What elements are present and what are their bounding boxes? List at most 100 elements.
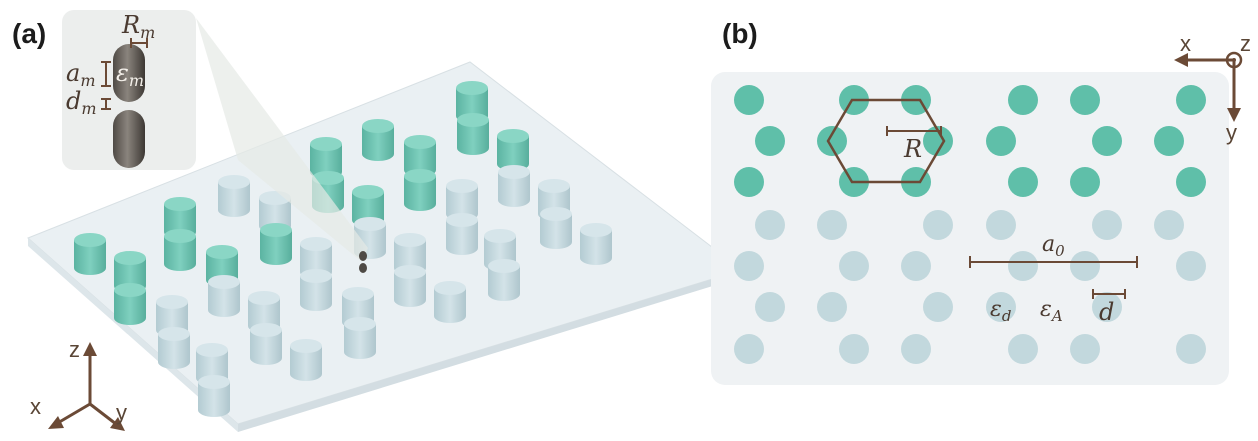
lightblue-hole bbox=[986, 292, 1016, 322]
pillar-array bbox=[74, 81, 612, 417]
teal-hole bbox=[986, 126, 1016, 156]
teal-hole bbox=[734, 85, 764, 115]
teal-pillar bbox=[404, 135, 436, 177]
unit-cell-hexagon bbox=[826, 98, 946, 184]
teal-hole bbox=[1092, 126, 1122, 156]
lightblue-pillar bbox=[446, 213, 478, 255]
rm-marker bbox=[130, 38, 148, 48]
axis-x-label-a: x bbox=[30, 394, 41, 419]
slab-edge-right bbox=[238, 270, 742, 432]
panel-b: R a0 d εd εA bbox=[711, 31, 1251, 385]
lightblue-pillar bbox=[344, 317, 376, 359]
lightblue-hole bbox=[1008, 334, 1038, 364]
teal-pillar bbox=[457, 113, 489, 155]
lightblue-pillar bbox=[488, 259, 520, 301]
lightblue-hole bbox=[1008, 251, 1038, 281]
teal-pillar bbox=[74, 233, 106, 275]
lightblue-hole bbox=[923, 292, 953, 322]
am-marker bbox=[101, 61, 111, 87]
teal-hole bbox=[1176, 167, 1206, 197]
lightblue-hole bbox=[901, 251, 931, 281]
lightblue-hole bbox=[755, 292, 785, 322]
capsule-bottom bbox=[113, 110, 145, 168]
teal-hole bbox=[923, 126, 953, 156]
dm-marker bbox=[101, 98, 111, 110]
dimer-marker bbox=[359, 251, 367, 273]
panel-a-label: (a) bbox=[12, 18, 47, 49]
lightblue-hole bbox=[1176, 334, 1206, 364]
lightblue-hole bbox=[1092, 210, 1122, 240]
lightblue-pillar bbox=[446, 179, 478, 221]
teal-hole bbox=[755, 126, 785, 156]
lightblue-hole bbox=[1092, 292, 1122, 322]
panel-a: Rm am εm dm z x bbox=[27, 10, 744, 432]
lightblue-pillar bbox=[250, 323, 282, 365]
lightblue-hole bbox=[1070, 251, 1100, 281]
magnifier-cone bbox=[196, 18, 368, 262]
lightblue-pillar bbox=[498, 165, 530, 207]
teal-pillar bbox=[497, 129, 529, 171]
lightblue-hole bbox=[839, 251, 869, 281]
axis-z-label-b: z bbox=[1240, 31, 1251, 56]
lightblue-pillar bbox=[208, 275, 240, 317]
d-label: d bbox=[1099, 298, 1114, 326]
epsilon-d-label: εd bbox=[990, 297, 1011, 325]
d-marker bbox=[1092, 289, 1126, 299]
am-label: am bbox=[66, 59, 95, 90]
axis-y-label-b: y bbox=[1226, 120, 1237, 145]
lightblue-pillar bbox=[156, 295, 188, 337]
teal-hole bbox=[1070, 167, 1100, 197]
lightblue-hole bbox=[755, 210, 785, 240]
lightblue-pillar bbox=[540, 207, 572, 249]
lightblue-pillar bbox=[290, 339, 322, 381]
teal-pillar bbox=[114, 283, 146, 325]
teal-pillar bbox=[260, 223, 292, 265]
lightblue-hole bbox=[839, 334, 869, 364]
teal-pillar bbox=[164, 229, 196, 271]
teal-hole bbox=[1070, 85, 1100, 115]
lightblue-hole bbox=[1154, 210, 1184, 240]
teal-hole bbox=[1154, 126, 1184, 156]
lightblue-pillar bbox=[434, 281, 466, 323]
dm-label: dm bbox=[66, 87, 97, 118]
lightblue-hole bbox=[923, 210, 953, 240]
teal-hole bbox=[734, 167, 764, 197]
axis-z-label-a: z bbox=[69, 337, 80, 362]
lightblue-hole bbox=[901, 334, 931, 364]
r-marker bbox=[886, 126, 942, 136]
teal-hole bbox=[1008, 85, 1038, 115]
a0-marker bbox=[969, 256, 1138, 268]
lightblue-pillar bbox=[300, 269, 332, 311]
epsilon-a-label: εA bbox=[1040, 297, 1063, 325]
teal-pillar bbox=[362, 119, 394, 161]
rm-label: Rm bbox=[121, 11, 155, 42]
lightblue-hole bbox=[817, 292, 847, 322]
lightblue-pillar bbox=[158, 327, 190, 369]
a0-label: a0 bbox=[1042, 232, 1065, 260]
lightblue-pillar bbox=[218, 175, 250, 217]
em-label: εm bbox=[116, 59, 144, 90]
teal-hole bbox=[1008, 167, 1038, 197]
lightblue-pillar bbox=[198, 375, 230, 417]
lightblue-hole bbox=[734, 334, 764, 364]
capsule-top bbox=[113, 44, 145, 102]
teal-hole bbox=[817, 126, 847, 156]
lightblue-hole bbox=[1176, 251, 1206, 281]
axes-triad-b bbox=[1174, 51, 1243, 122]
panel-b-label: (b) bbox=[722, 18, 758, 49]
teal-pillar bbox=[404, 169, 436, 211]
lightblue-pillar bbox=[580, 223, 612, 265]
lattice-background bbox=[711, 72, 1229, 385]
teal-pillar bbox=[310, 137, 342, 179]
axes-triad-a bbox=[48, 342, 125, 431]
lightblue-pillar bbox=[394, 265, 426, 307]
slab-edge bbox=[28, 238, 238, 432]
lightblue-hole bbox=[817, 210, 847, 240]
r-label: R bbox=[903, 135, 922, 163]
lightblue-hole bbox=[1070, 334, 1100, 364]
axis-x-label-b: x bbox=[1180, 31, 1191, 56]
teal-hole bbox=[1176, 85, 1206, 115]
lightblue-hole bbox=[734, 251, 764, 281]
lightblue-hole bbox=[986, 210, 1016, 240]
